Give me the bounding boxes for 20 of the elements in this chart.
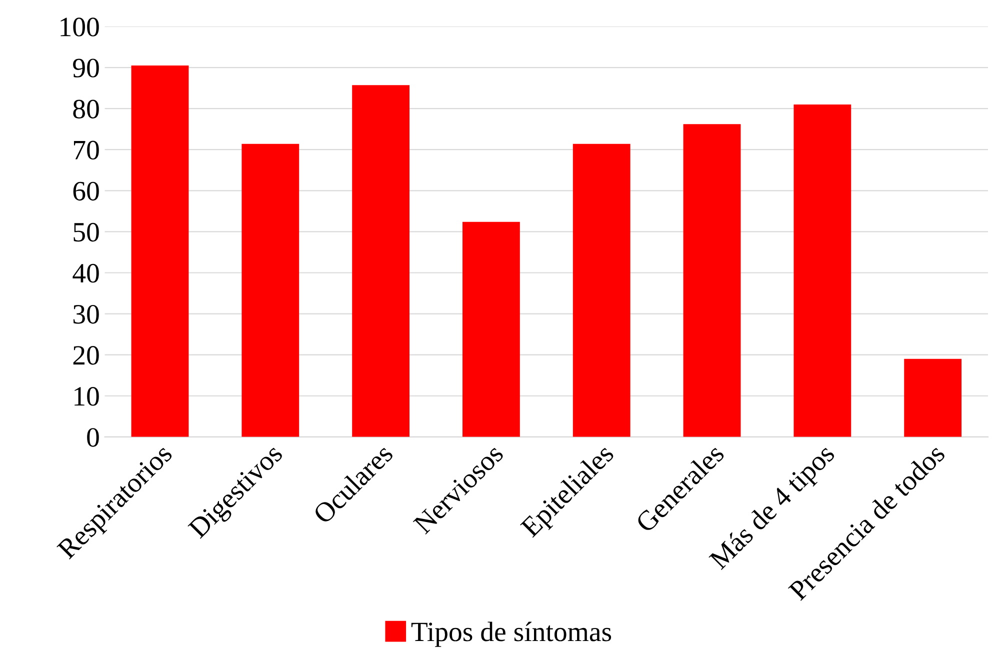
bar [904,358,962,437]
y-tick-label: 60 [73,182,99,201]
y-tick-label: 0 [87,428,99,447]
bar [794,104,852,437]
y-tick-label: 50 [74,222,99,242]
y-tick-label: 80 [73,100,99,118]
bar [462,222,520,437]
bar [683,124,741,437]
bar [242,144,300,437]
y-tick-label: 10 [74,387,99,406]
y-tick-label: 70 [74,140,99,160]
y-tick-label: 30 [73,304,99,324]
y-tick-label: 20 [73,346,99,365]
legend-label: Tipos de síntomas [411,622,612,647]
y-tick-label: 40 [72,264,99,283]
bar [352,85,410,437]
bar [131,65,189,437]
bar [572,144,630,437]
y-tick-label: 100 [60,18,99,36]
y-tick-label: 90 [73,58,99,78]
